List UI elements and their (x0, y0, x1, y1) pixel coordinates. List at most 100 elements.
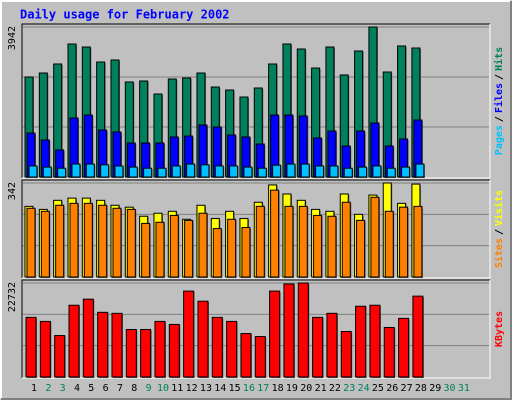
bar (343, 167, 353, 178)
x-tick-label: 24 (358, 383, 370, 394)
bar (71, 163, 81, 178)
bar (200, 164, 210, 178)
bar (240, 333, 252, 378)
bar (313, 214, 323, 278)
bar (227, 218, 237, 278)
x-tick-label: 21 (315, 383, 327, 394)
bar (241, 227, 251, 278)
bar (198, 212, 208, 278)
panel-edge-dark (21, 279, 490, 378)
bar (315, 165, 325, 178)
chart-title: Daily usage for February 2002 (20, 8, 230, 22)
bar (168, 323, 180, 378)
x-tick-label: 12 (186, 383, 198, 394)
bar (141, 222, 151, 278)
bar (69, 202, 79, 278)
x-tick-label: 3 (60, 383, 66, 394)
bar (370, 196, 380, 278)
x-tick-label: 22 (329, 383, 341, 394)
bar (186, 163, 196, 178)
bar (54, 335, 66, 378)
bar (298, 205, 308, 278)
x-tick-label: 15 (229, 383, 241, 394)
bar (100, 164, 110, 178)
bar (85, 163, 95, 178)
x-tick-label: 1 (31, 383, 37, 394)
y-tick-label: 22732 (7, 282, 18, 312)
x-tick-label: 28 (415, 383, 427, 394)
bar (140, 328, 152, 378)
bar (184, 219, 194, 278)
bar (155, 221, 165, 278)
bar (82, 298, 94, 378)
bar (226, 320, 238, 378)
bar (68, 304, 80, 378)
x-tick-label: 29 (429, 383, 441, 394)
x-tick-label: 7 (117, 383, 123, 394)
bar (399, 206, 409, 278)
bar (28, 165, 38, 178)
bar (283, 283, 295, 378)
bar (329, 165, 339, 178)
bar (383, 326, 395, 378)
bar (157, 167, 167, 178)
bar (412, 295, 424, 378)
legend-separator: / (494, 229, 505, 235)
legend: Sites / Visits (493, 190, 505, 268)
x-tick-label: 4 (74, 383, 80, 394)
bar (143, 167, 153, 178)
bar (340, 331, 352, 378)
bar (413, 205, 423, 278)
bar (211, 316, 223, 378)
panel-edge-dark (21, 179, 490, 278)
bar (255, 205, 265, 278)
x-tick-label: 2 (45, 383, 51, 394)
bar (57, 167, 67, 178)
legend-entry: Visits (493, 190, 505, 226)
x-tick-label: 16 (243, 383, 255, 394)
bar (212, 228, 222, 278)
x-tick-label: 13 (200, 383, 212, 394)
bar (269, 290, 281, 378)
bar (270, 189, 280, 278)
bar (55, 204, 65, 278)
x-tick-label: 17 (257, 383, 269, 394)
bar (284, 205, 294, 278)
bar (401, 166, 411, 178)
bar (386, 167, 396, 178)
bar (300, 163, 310, 178)
bar (243, 166, 253, 178)
bar (112, 207, 122, 278)
x-tick-label: 10 (157, 383, 169, 394)
bar (384, 210, 394, 278)
legend-entry: Files (493, 83, 505, 113)
x-tick-label: 5 (88, 383, 94, 394)
bar (125, 328, 137, 378)
bar (154, 320, 166, 378)
x-tick-label: 19 (286, 383, 298, 394)
bar (98, 204, 108, 278)
x-tick-label: 8 (131, 383, 137, 394)
bar (358, 166, 368, 178)
bar (254, 336, 266, 378)
bar (126, 208, 136, 278)
x-tick-label: 25 (372, 383, 384, 394)
bar (372, 165, 382, 178)
bar (40, 210, 50, 278)
bar (183, 290, 195, 378)
bar (257, 167, 267, 178)
bar (171, 165, 181, 178)
bar (286, 163, 296, 178)
bar (83, 202, 93, 278)
x-tick-label: 18 (272, 383, 284, 394)
legend: KBytes (494, 311, 505, 347)
bar (327, 215, 337, 278)
bar (341, 201, 351, 278)
legend-entry: Pages (494, 125, 505, 155)
bar (229, 165, 239, 178)
legend-entry: Hits (493, 47, 505, 71)
x-tick-label: 6 (103, 383, 109, 394)
